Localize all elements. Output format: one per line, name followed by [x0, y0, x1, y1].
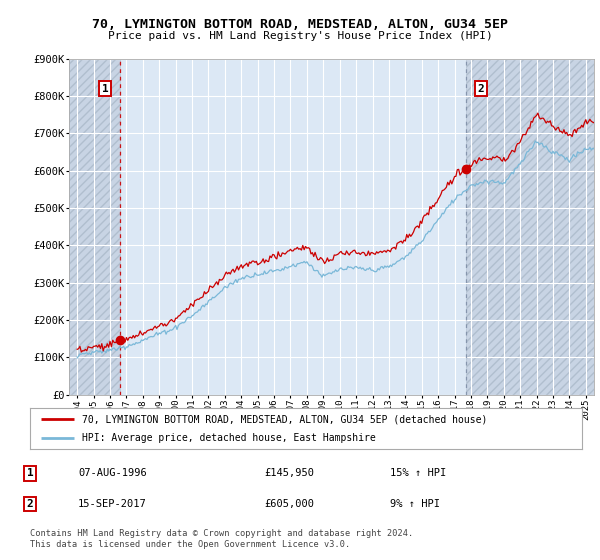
Text: 1: 1 — [26, 468, 34, 478]
Text: HPI: Average price, detached house, East Hampshire: HPI: Average price, detached house, East… — [82, 433, 376, 443]
Text: Price paid vs. HM Land Registry's House Price Index (HPI): Price paid vs. HM Land Registry's House … — [107, 31, 493, 41]
Text: 1: 1 — [102, 83, 109, 94]
Bar — [466, 59, 594, 395]
Bar — [69, 59, 120, 395]
Text: £145,950: £145,950 — [264, 468, 314, 478]
Text: 07-AUG-1996: 07-AUG-1996 — [78, 468, 147, 478]
Text: 15-SEP-2017: 15-SEP-2017 — [78, 499, 147, 509]
Text: 2: 2 — [26, 499, 34, 509]
Text: Contains HM Land Registry data © Crown copyright and database right 2024.
This d: Contains HM Land Registry data © Crown c… — [30, 529, 413, 549]
Text: 15% ↑ HPI: 15% ↑ HPI — [390, 468, 446, 478]
Text: 9% ↑ HPI: 9% ↑ HPI — [390, 499, 440, 509]
Text: 2: 2 — [478, 83, 485, 94]
Text: £605,000: £605,000 — [264, 499, 314, 509]
Text: 70, LYMINGTON BOTTOM ROAD, MEDSTEAD, ALTON, GU34 5EP (detached house): 70, LYMINGTON BOTTOM ROAD, MEDSTEAD, ALT… — [82, 414, 488, 424]
Text: 70, LYMINGTON BOTTOM ROAD, MEDSTEAD, ALTON, GU34 5EP: 70, LYMINGTON BOTTOM ROAD, MEDSTEAD, ALT… — [92, 18, 508, 31]
